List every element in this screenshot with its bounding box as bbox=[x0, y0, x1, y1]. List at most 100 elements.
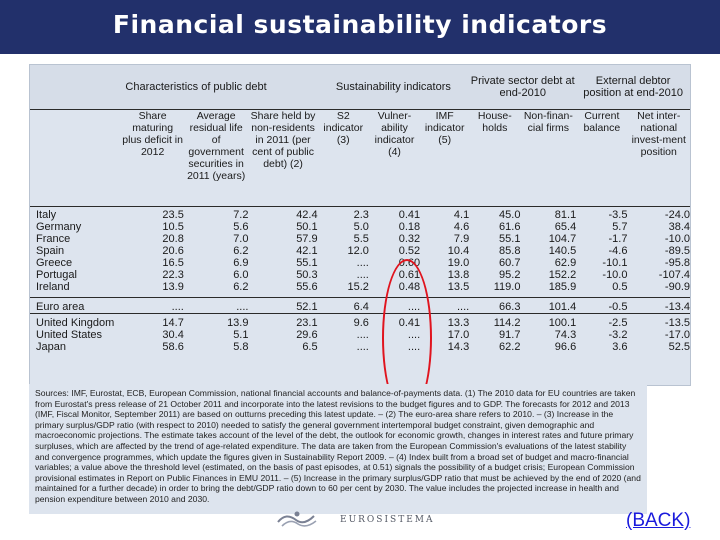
empty-header-cell bbox=[30, 65, 122, 110]
table-cell: 0.5 bbox=[612, 281, 628, 293]
column-header: Average residual life of government secu… bbox=[183, 109, 249, 207]
indicators-table-panel: Characteristics of public debt Sustainab… bbox=[29, 64, 691, 417]
column-header: House-holds bbox=[469, 109, 521, 207]
table-cell: -2.5 bbox=[576, 313, 628, 329]
table-cell: 14.7 bbox=[121, 313, 184, 329]
table-cell: 60.7 bbox=[499, 257, 521, 269]
indicators-table: Characteristics of public debt Sustainab… bbox=[30, 65, 690, 353]
table-cell: .... bbox=[356, 329, 369, 341]
table-cell: -24.0 bbox=[664, 209, 690, 221]
table-cell: 22.3 bbox=[162, 269, 184, 281]
table-cell: 6.2 bbox=[233, 245, 249, 257]
table-cell: -1.7 bbox=[608, 233, 628, 245]
table-cell: 104.7 bbox=[548, 233, 577, 245]
table-cell: 58.6 bbox=[162, 341, 184, 353]
table-cell: 45.0 bbox=[499, 209, 521, 221]
table-cell: 0.48 bbox=[398, 281, 421, 293]
table-cell: 114.2 bbox=[469, 313, 521, 329]
country-label: United Kingdom bbox=[30, 313, 122, 329]
table-cell: 16.5 bbox=[162, 257, 184, 269]
group-header-private-debt: Private sector debt at end-2010 bbox=[469, 65, 577, 110]
table-cell: .... bbox=[183, 297, 249, 314]
table-cell: 5.0 bbox=[353, 221, 369, 233]
table-cell: 10.5 bbox=[162, 221, 184, 233]
group-header-public-debt: Characteristics of public debt bbox=[121, 65, 318, 110]
table-cell: 42.4 bbox=[296, 209, 318, 221]
table-cell: 7.9 bbox=[453, 233, 470, 245]
table-cell: .... bbox=[121, 297, 184, 314]
table-cell: 95.2 bbox=[499, 269, 521, 281]
table-cell: 0.60 bbox=[398, 257, 421, 269]
table-cell: 19.0 bbox=[447, 257, 470, 269]
table-row: France 20.8 7.0 57.9 5.5 0.32 7.9 55.1 104.7 -1.7… bbox=[30, 233, 690, 245]
country-label: United States bbox=[36, 329, 103, 341]
country-label: Ireland bbox=[36, 281, 70, 293]
table-cell: -3.2 bbox=[608, 329, 628, 341]
table-cell: 9.6 bbox=[317, 313, 369, 329]
table-cell: 57.9 bbox=[296, 233, 318, 245]
column-header: Non-finan-cial firms bbox=[520, 109, 577, 207]
table-cell: 7.0 bbox=[233, 233, 249, 245]
table-cell: -10.0 bbox=[664, 233, 690, 245]
table-cell: -89.5 bbox=[664, 245, 690, 257]
table-cell: -13.5 bbox=[627, 313, 690, 329]
table-cell: 6.5 bbox=[302, 341, 318, 353]
table-cell: 62.2 bbox=[499, 341, 521, 353]
table-cell: 5.7 bbox=[612, 221, 628, 233]
column-header: Share maturing plus deficit in 2012 bbox=[121, 109, 184, 207]
table-cell: 6.0 bbox=[233, 269, 249, 281]
country-label: Italy bbox=[36, 209, 57, 221]
empty-header-cell bbox=[30, 109, 122, 207]
table-cell: .... bbox=[407, 341, 421, 353]
table-cell: 15.2 bbox=[347, 281, 369, 293]
table-cell: 61.6 bbox=[499, 221, 521, 233]
table-notes: Sources: IMF, Eurostat, ECB, European Co… bbox=[29, 384, 647, 514]
table-cell: -3.5 bbox=[608, 209, 628, 221]
table-cell: 6.9 bbox=[233, 257, 249, 269]
table-cell: 14.3 bbox=[447, 341, 470, 353]
table-cell: 5.1 bbox=[233, 329, 249, 341]
table-cell: 62.9 bbox=[554, 257, 577, 269]
table-cell: 20.6 bbox=[162, 245, 184, 257]
table-cell: 140.5 bbox=[548, 245, 577, 257]
table-cell: 185.9 bbox=[548, 281, 577, 293]
table-cell: 0.61 bbox=[398, 269, 421, 281]
table-cell: 5.8 bbox=[233, 341, 249, 353]
column-header-row: Share maturing plus deficit in 2012 Avera… bbox=[30, 109, 690, 207]
table-cell: -17.0 bbox=[664, 329, 690, 341]
table-cell: 13.8 bbox=[447, 269, 470, 281]
title-bar: Financial sustainability indicators bbox=[0, 0, 720, 54]
group-header-sustainability: Sustainability indicators bbox=[317, 65, 470, 110]
table-cell: 55.6 bbox=[296, 281, 318, 293]
table-cell: 23.1 bbox=[248, 313, 318, 329]
column-header: Net inter-national invest-ment position bbox=[627, 109, 690, 207]
table-cell: 0.41 bbox=[368, 313, 421, 329]
table-row: United Kingdom 14.7 13.9 23.1 9.6 0.41 13.3 114… bbox=[30, 313, 690, 329]
table-cell: 66.3 bbox=[469, 297, 521, 314]
country-label: France bbox=[36, 233, 71, 245]
table-cell: .... bbox=[368, 297, 421, 314]
table-cell: 4.6 bbox=[453, 221, 470, 233]
table-cell: -107.4 bbox=[658, 269, 690, 281]
back-link[interactable]: (BACK) bbox=[626, 510, 691, 531]
eurosistema-logo-text: EUROSISTEMA bbox=[340, 515, 435, 525]
table-cell: -10.1 bbox=[602, 257, 628, 269]
table-cell: 3.6 bbox=[612, 341, 628, 353]
table-cell: 38.4 bbox=[668, 221, 690, 233]
table-cell: 55.1 bbox=[499, 233, 521, 245]
table-cell: 52.5 bbox=[668, 341, 690, 353]
country-label: Germany bbox=[36, 221, 82, 233]
table-cell: 119.0 bbox=[493, 281, 521, 293]
table-cell: 0.52 bbox=[398, 245, 421, 257]
column-header: Current balance bbox=[576, 109, 628, 207]
table-cell: 13.5 bbox=[447, 281, 470, 293]
table-cell: 152.2 bbox=[548, 269, 577, 281]
table-cell: -4.6 bbox=[608, 245, 628, 257]
table-row: Ireland 13.9 6.2 55.6 15.2 0.48 13.5 119.0 185.9… bbox=[30, 281, 690, 298]
table-cell: 6.2 bbox=[233, 281, 249, 293]
table-row: Greece 16.5 6.9 55.1.... 0.60 19.0 60.7 62.9 -10… bbox=[30, 257, 690, 269]
table-row: Euro area........ 52.1 6.4........ 66.3 101.… bbox=[30, 297, 690, 314]
table-cell: 0.41 bbox=[398, 209, 421, 221]
table-cell: 85.8 bbox=[499, 245, 521, 257]
table-cell: 30.4 bbox=[162, 329, 184, 341]
